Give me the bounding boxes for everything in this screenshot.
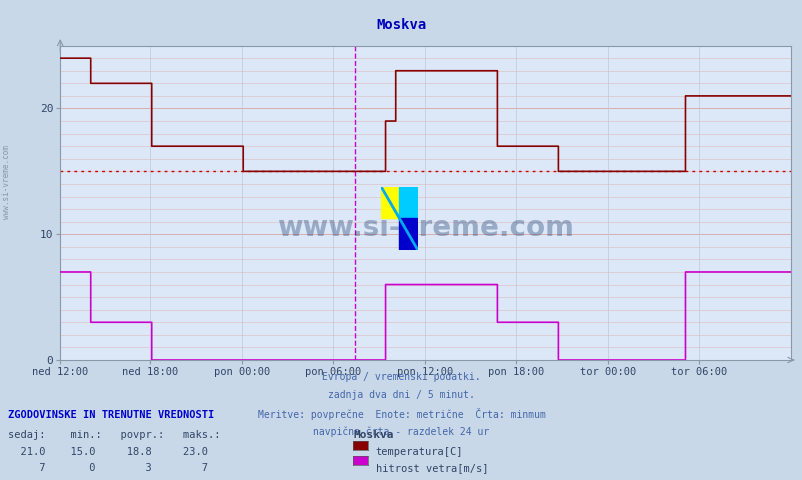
Text: www.si-vreme.com: www.si-vreme.com — [2, 145, 11, 219]
Text: hitrost vetra[m/s]: hitrost vetra[m/s] — [375, 463, 488, 473]
Text: Moskva: Moskva — [353, 430, 393, 440]
Bar — [399, 218, 417, 250]
Text: navpična črta - razdelek 24 ur: navpična črta - razdelek 24 ur — [313, 427, 489, 437]
Text: zadnja dva dni / 5 minut.: zadnja dva dni / 5 minut. — [328, 390, 474, 400]
Text: 21.0    15.0     18.8     23.0: 21.0 15.0 18.8 23.0 — [8, 447, 208, 457]
Text: 7       0        3        7: 7 0 3 7 — [8, 463, 208, 473]
Text: www.si-vreme.com: www.si-vreme.com — [277, 214, 573, 242]
Text: Meritve: povprečne  Enote: metrične  Črta: minmum: Meritve: povprečne Enote: metrične Črta:… — [257, 408, 545, 420]
Bar — [381, 187, 399, 218]
Text: sedaj:    min.:   povpr.:   maks.:: sedaj: min.: povpr.: maks.: — [8, 430, 221, 440]
Bar — [399, 187, 417, 218]
Text: temperatura[C]: temperatura[C] — [375, 447, 463, 457]
Text: Moskva: Moskva — [376, 18, 426, 32]
Text: Evropa / vremenski podatki.: Evropa / vremenski podatki. — [322, 372, 480, 382]
Text: ZGODOVINSKE IN TRENUTNE VREDNOSTI: ZGODOVINSKE IN TRENUTNE VREDNOSTI — [8, 410, 214, 420]
